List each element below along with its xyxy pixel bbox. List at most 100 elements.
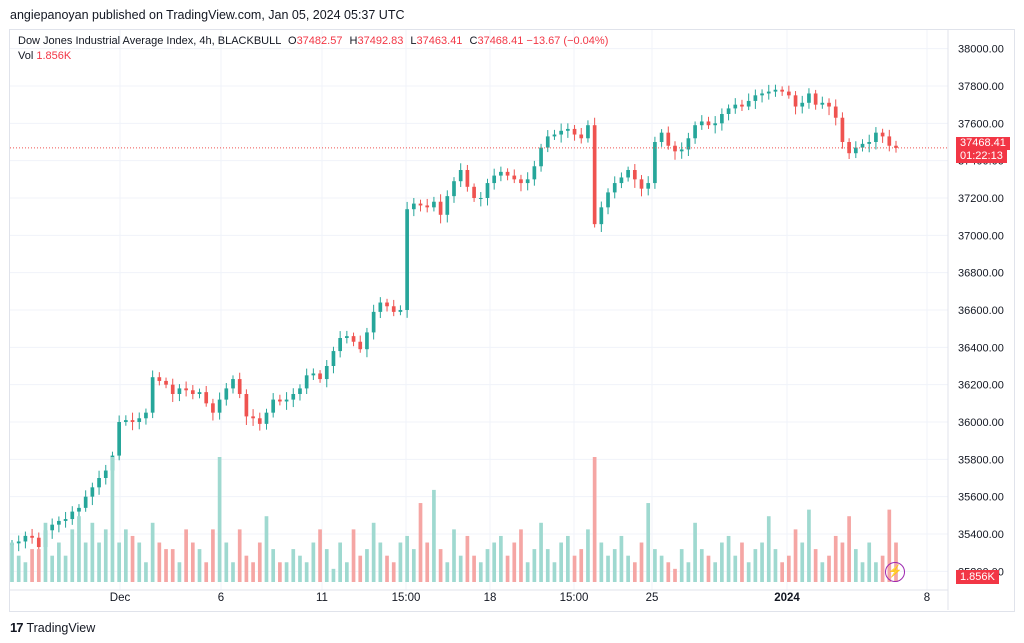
candle-body	[820, 102, 825, 105]
candle-body	[686, 138, 691, 150]
volume-bar	[291, 549, 296, 582]
candle-body	[83, 496, 88, 508]
y-tick-label: 36800.00	[958, 268, 1004, 280]
volume-bar	[445, 562, 450, 582]
volume-bar	[686, 562, 691, 582]
candle-body	[679, 149, 684, 152]
y-tick-label: 35800.00	[958, 454, 1004, 466]
high-label: H	[349, 35, 358, 47]
candle-body	[874, 132, 878, 142]
candle-body	[646, 183, 651, 189]
candle-body	[284, 399, 289, 402]
candle-body	[626, 170, 630, 178]
volume-bar	[706, 555, 711, 582]
x-tick-label: 15:00	[392, 592, 421, 604]
volume-bar	[813, 549, 818, 582]
volume-bar	[130, 535, 135, 582]
volume-bar	[874, 562, 878, 582]
lightning-icon[interactable]: ⚡	[885, 562, 905, 582]
y-tick-label: 37600.00	[958, 118, 1004, 130]
volume-bar	[311, 542, 316, 582]
candle-body	[793, 95, 798, 107]
change-value: −13.67 (−0.04%)	[526, 35, 609, 47]
volume-bar	[626, 555, 630, 582]
candle-body	[666, 132, 671, 146]
candle-body	[318, 373, 322, 380]
volume-bar	[304, 562, 309, 582]
volume-bar	[840, 542, 845, 582]
candle-body	[63, 519, 68, 521]
candle-body	[137, 418, 142, 422]
candle-body	[452, 181, 456, 197]
candle-body	[519, 179, 523, 184]
candle-body	[157, 377, 162, 381]
volume-bar	[552, 562, 557, 582]
volume-bar	[284, 562, 289, 582]
volume-bar	[271, 549, 276, 582]
candle-body	[405, 209, 409, 310]
volume-bar	[385, 555, 389, 582]
volume-bar	[586, 529, 590, 582]
candle-body	[505, 171, 510, 176]
volume-bar	[780, 562, 784, 582]
y-tick-label: 38000.00	[958, 44, 1004, 56]
open-value: 37482.57	[296, 35, 343, 47]
volume-badge: 1.856K	[956, 570, 999, 584]
candle-body	[77, 507, 81, 512]
volume-bar	[599, 542, 604, 582]
candle-body	[880, 132, 885, 137]
volume-bar	[519, 529, 523, 582]
volume-bar	[30, 549, 34, 582]
candle-body	[385, 302, 389, 307]
volume-bar	[485, 549, 490, 582]
volume-bar	[606, 555, 610, 582]
last-price-badge: 37468.41	[956, 137, 1010, 150]
candle-body	[331, 351, 336, 366]
low-label: L	[410, 35, 417, 47]
volume-bar	[766, 516, 771, 582]
volume-bar	[217, 457, 222, 582]
candle-body	[391, 306, 396, 312]
candle-body	[465, 170, 470, 187]
candle-body	[291, 394, 296, 400]
candle-body	[847, 142, 851, 154]
candle-body	[720, 114, 724, 124]
volume-bar	[251, 562, 255, 582]
candle-body	[231, 379, 235, 389]
volume-bar	[673, 568, 677, 582]
x-tick-label: Dec	[110, 592, 131, 604]
volume-bar	[452, 529, 456, 582]
candle-body	[827, 102, 831, 107]
candle-body	[304, 375, 309, 389]
volume-bar	[351, 529, 356, 582]
candle-body	[244, 394, 249, 417]
candle-body	[257, 418, 262, 424]
candle-body	[525, 179, 530, 184]
volume-bar	[57, 542, 61, 582]
candle-body	[70, 511, 75, 520]
volume-bar	[204, 562, 209, 582]
volume-bar	[298, 555, 302, 582]
volume-bar	[345, 562, 349, 582]
candle-body	[733, 104, 738, 109]
volume-bar	[720, 542, 724, 582]
volume-bar	[659, 555, 664, 582]
candle-body	[619, 177, 624, 184]
candle-body	[130, 420, 135, 422]
candle-body	[472, 186, 476, 198]
volume-bar	[43, 522, 48, 582]
x-tick-label: 11	[316, 592, 328, 604]
volume-bar	[666, 562, 671, 582]
volume-bar	[77, 516, 81, 582]
volume-bar	[150, 522, 155, 582]
candle-body	[773, 89, 778, 92]
candle-body	[760, 93, 764, 96]
volume-bar	[438, 549, 443, 582]
candle-body	[499, 171, 503, 176]
candle-body	[740, 104, 744, 107]
candle-body	[197, 392, 202, 394]
volume-bar	[539, 522, 543, 582]
x-tick-label: 18	[484, 592, 497, 604]
candle-body	[586, 125, 590, 139]
